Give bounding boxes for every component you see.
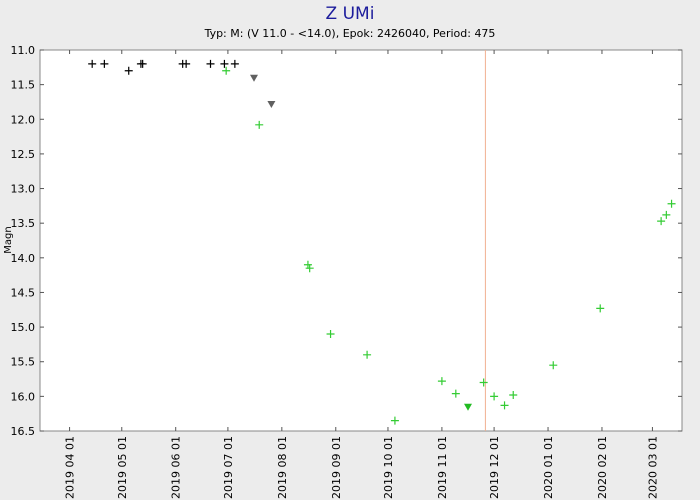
observation-marker	[100, 59, 109, 68]
observation-marker	[255, 120, 264, 129]
observation-marker	[124, 66, 133, 75]
observation-marker	[662, 210, 671, 219]
chart-title: Z UMi	[326, 4, 375, 24]
observation-marker	[479, 378, 488, 387]
x-tick-label: 2019 10 01	[382, 436, 395, 499]
y-tick-label: 16.0	[11, 390, 36, 403]
x-tick-label: 2019 09 01	[330, 436, 343, 499]
observation-marker	[451, 389, 460, 398]
observation-marker	[303, 260, 312, 269]
observation-marker	[390, 416, 399, 425]
x-tick-label: 2019 07 01	[222, 436, 235, 499]
x-tick-label: 2019 08 01	[276, 436, 289, 499]
observation-marker	[182, 59, 191, 68]
observation-marker	[657, 217, 666, 226]
x-tick-label: 2020 01 01	[542, 436, 555, 499]
observation-marker	[88, 59, 97, 68]
observation-marker	[490, 392, 499, 401]
y-tick-label: 13.0	[11, 183, 36, 196]
x-tick-label: 2019 11 01	[436, 436, 449, 499]
observation-marker	[500, 401, 509, 410]
x-tick-label: 2019 06 01	[170, 436, 183, 499]
y-tick-label: 14.5	[11, 286, 36, 299]
y-tick-label: 11.0	[11, 44, 36, 57]
x-tick-label: 2020 03 01	[646, 436, 659, 499]
observation-marker	[220, 59, 229, 68]
y-axis-label: Magn	[3, 226, 14, 253]
y-tick-label: 12.5	[11, 148, 36, 161]
x-tick-label: 2019 04 01	[64, 436, 77, 499]
y-tick-label: 11.5	[11, 79, 36, 92]
plot-area	[39, 49, 683, 432]
y-tick-label: 13.5	[11, 217, 36, 230]
observation-marker	[230, 59, 239, 68]
observation-marker	[326, 330, 335, 339]
fainter-than-marker	[267, 101, 276, 109]
fainter-than-marker	[250, 74, 258, 82]
observation-marker	[596, 304, 605, 313]
observation-marker	[305, 264, 314, 273]
y-tick-label: 14.0	[11, 252, 36, 265]
observation-marker	[667, 199, 676, 208]
observation-marker	[138, 59, 147, 68]
observation-marker	[437, 377, 446, 386]
observation-marker	[509, 390, 518, 399]
y-tick-label: 15.0	[11, 321, 36, 334]
y-tick-label: 12.0	[11, 113, 36, 126]
x-tick-label: 2019 12 01	[488, 436, 501, 499]
chart-subtitle: Typ: M: (V 11.0 - <14.0), Epok: 2426040,…	[204, 27, 496, 40]
fainter-than-marker	[464, 403, 472, 411]
observation-marker	[206, 59, 215, 68]
observation-marker	[363, 350, 372, 359]
observation-marker	[222, 66, 231, 75]
x-tick-label: 2020 02 01	[596, 436, 609, 499]
x-tick-label: 2019 05 01	[116, 436, 129, 499]
y-tick-label: 16.5	[11, 425, 36, 438]
observation-marker	[549, 361, 558, 370]
y-tick-label: 15.5	[11, 356, 36, 369]
